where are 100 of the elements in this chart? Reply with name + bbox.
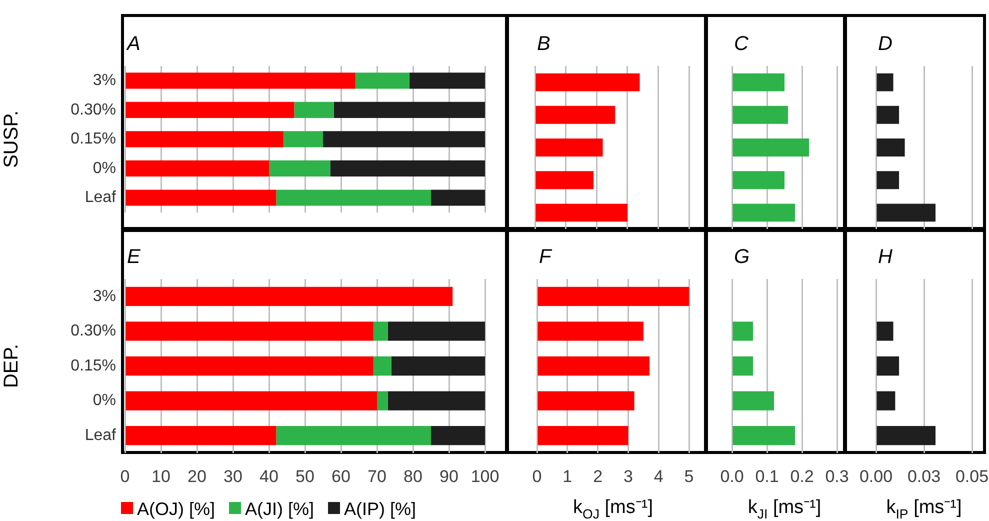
chart-title: B	[537, 33, 550, 55]
bar	[876, 204, 936, 222]
bar	[732, 138, 809, 156]
bar	[732, 322, 753, 341]
bar	[431, 190, 485, 206]
bar	[276, 426, 431, 446]
bar	[732, 73, 784, 92]
bar	[126, 426, 276, 446]
bar	[876, 322, 894, 341]
bar	[126, 391, 377, 410]
x-tick-label: 0.03	[907, 466, 941, 486]
x-tick-label: 0.05	[955, 466, 989, 486]
bar	[388, 391, 485, 410]
bar	[732, 106, 788, 124]
x-tick-label: 80	[404, 466, 422, 486]
x-tick-label: 0.00	[859, 466, 893, 486]
bar	[126, 131, 284, 148]
bar	[126, 160, 269, 177]
y-tick-label: 0.15%	[70, 130, 116, 148]
x-tick-label: 20	[188, 466, 206, 486]
x-tick-label: 40	[260, 466, 278, 486]
bar	[536, 204, 628, 222]
bar	[732, 171, 784, 190]
bar	[276, 190, 431, 206]
bar	[732, 391, 774, 410]
legend-label: A(IP) [%]	[344, 499, 416, 519]
y-tick-label: 0.30%	[70, 101, 116, 118]
bar	[355, 72, 410, 89]
bar	[732, 204, 795, 222]
bar	[373, 356, 392, 376]
y-tick-label: 3%	[92, 288, 116, 305]
chart-title: C	[734, 33, 749, 55]
bar	[431, 426, 485, 446]
bar	[876, 106, 900, 124]
x-tick-label: 1	[562, 466, 572, 486]
bar	[876, 426, 936, 446]
bar	[876, 171, 900, 190]
y-tick-label: 0%	[92, 160, 116, 177]
x-tick-label: 4	[654, 466, 664, 486]
x-tick-label: 0	[532, 466, 542, 486]
x-tick-label: 0.1	[755, 466, 779, 486]
bar	[334, 102, 485, 118]
x-tick-label: 100	[470, 466, 500, 486]
x-tick-label: 10	[152, 466, 170, 486]
bar	[876, 391, 896, 410]
bar	[373, 322, 388, 341]
chart-title: A	[126, 33, 140, 55]
bar	[330, 160, 485, 177]
bar	[294, 102, 334, 118]
x-tick-label: 2	[593, 466, 603, 486]
x-tick-label: 60	[332, 466, 350, 486]
bar	[538, 286, 689, 306]
x-tick-label: 5	[684, 466, 694, 486]
y-tick-label: 0%	[92, 392, 116, 410]
x-tick-label: 30	[224, 466, 242, 486]
bar	[538, 391, 634, 410]
y-tick-label: 0.30%	[70, 322, 116, 340]
x-tick-label: 0.0	[720, 466, 744, 486]
y-axis-title: SUSP.	[0, 110, 23, 168]
x-tick-label: 0.3	[825, 466, 849, 486]
bar	[538, 356, 650, 376]
x-tick-label: 3	[623, 466, 633, 486]
legend-label: A(OJ) [%]	[137, 499, 216, 519]
chart-title: D	[878, 33, 892, 55]
bar	[126, 190, 276, 206]
chart-title: F	[539, 246, 553, 268]
bar	[536, 171, 594, 190]
bar	[536, 73, 640, 92]
bar	[876, 138, 905, 156]
bar	[388, 322, 485, 341]
chart-title: E	[127, 246, 141, 268]
x-tick-label: 0	[120, 466, 130, 486]
bar	[732, 356, 753, 376]
x-tick-label: 90	[440, 466, 458, 486]
bar	[126, 356, 374, 376]
bar	[409, 72, 485, 89]
x-tick-label: 50	[296, 466, 314, 486]
x-tick-label: 0.2	[790, 466, 814, 486]
y-tick-label: Leaf	[84, 427, 117, 444]
chart-title: H	[878, 246, 893, 268]
bar	[536, 106, 616, 124]
x-tick-label: 70	[368, 466, 386, 486]
chart-title: G	[734, 246, 750, 268]
bar	[283, 131, 323, 148]
bar	[391, 356, 485, 376]
bar	[538, 322, 644, 341]
y-tick-label: Leaf	[84, 189, 117, 206]
bar	[126, 72, 356, 89]
bar	[126, 102, 294, 118]
bar	[732, 426, 795, 446]
legend-label: A(JI) [%]	[245, 499, 314, 519]
bar	[876, 356, 900, 376]
bar	[126, 286, 453, 306]
bar	[876, 73, 894, 92]
y-axis-title: DEP.	[0, 344, 23, 388]
bar	[536, 138, 603, 156]
y-tick-label: 3%	[92, 72, 116, 90]
bar	[538, 426, 628, 446]
bar	[323, 131, 485, 148]
bar	[269, 160, 330, 177]
